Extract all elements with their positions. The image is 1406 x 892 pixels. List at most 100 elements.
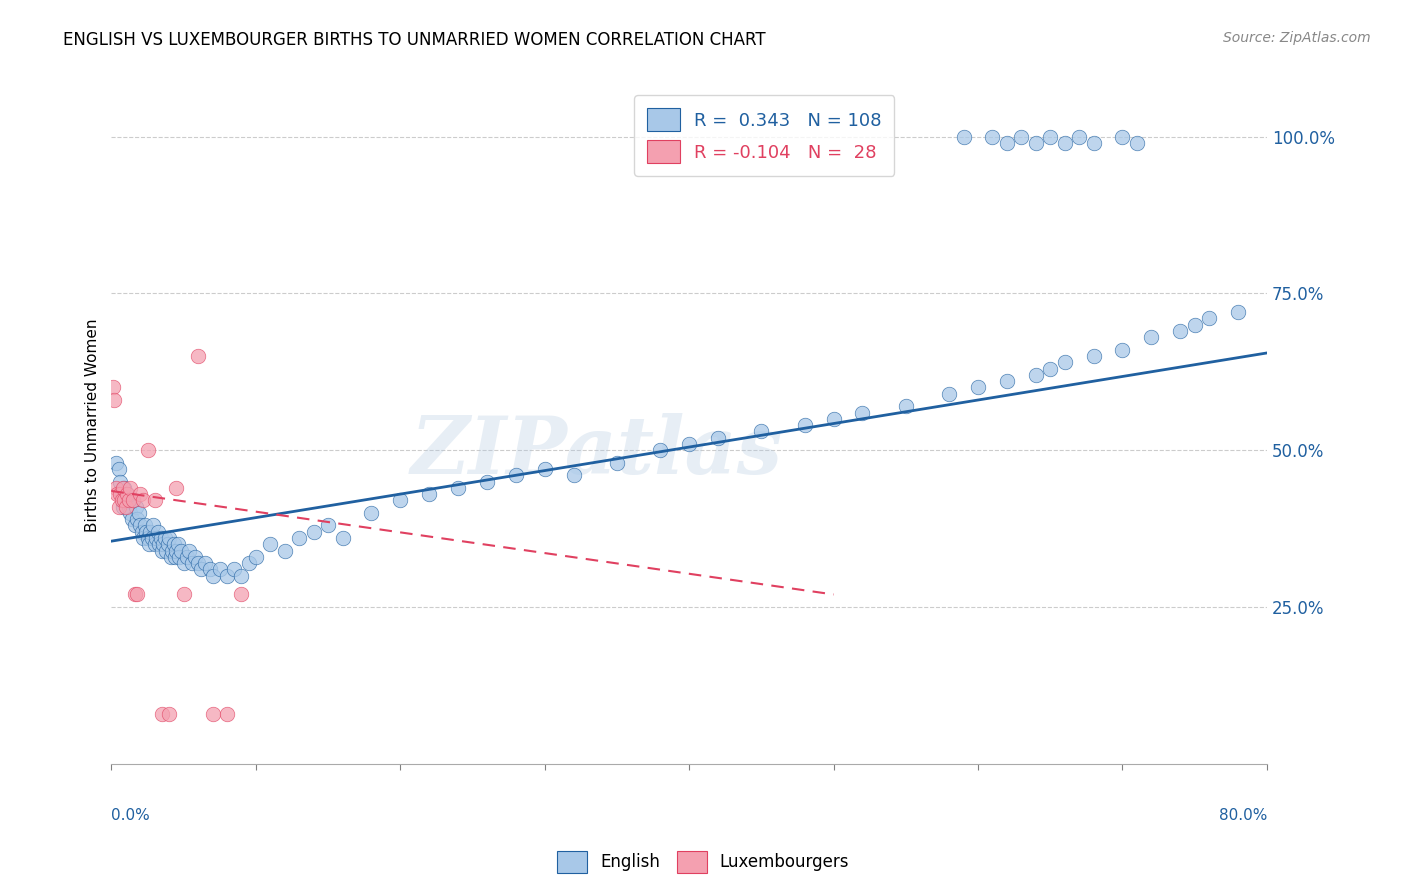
Point [132,531,155,545]
Point [823,412,845,426]
Point [108,475,131,489]
Text: ZIPatlas: ZIPatlas [411,414,783,491]
Point [117,487,139,501]
Text: Source: ZipAtlas.com: Source: ZipAtlas.com [1223,31,1371,45]
Point [157,531,180,545]
Point [302,524,325,539]
Point [156,537,179,551]
Point [1053,355,1076,369]
Point [201,568,224,582]
Point [148,537,170,551]
Point [1039,129,1062,144]
Point [952,129,974,144]
Point [173,556,195,570]
Point [134,518,156,533]
Point [995,136,1018,150]
Text: 80.0%: 80.0% [1219,808,1267,823]
Point [120,506,142,520]
Point [215,706,238,721]
Point [187,556,209,570]
Point [179,543,201,558]
Point [120,481,142,495]
Point [159,549,181,564]
Point [173,587,195,601]
Point [138,537,160,551]
Point [274,543,297,558]
Point [707,431,730,445]
Point [142,518,165,533]
Point [231,568,253,582]
Point [122,493,145,508]
Point [894,399,917,413]
Point [187,349,209,363]
Point [1039,361,1062,376]
Point [111,481,134,495]
Point [995,374,1018,388]
Point [136,443,159,458]
Point [143,537,166,551]
Point [1083,136,1105,150]
Point [238,556,260,570]
Point [112,481,135,495]
Point [678,437,700,451]
Point [155,543,177,558]
Point [1111,129,1133,144]
Point [418,487,440,501]
Point [967,380,990,394]
Point [107,500,129,514]
Point [184,549,207,564]
Point [224,562,246,576]
Point [1025,368,1047,382]
Point [131,524,153,539]
Point [650,443,672,458]
Point [124,587,146,601]
Point [288,531,311,545]
Point [101,380,124,394]
Point [533,462,555,476]
Point [231,587,253,601]
Point [198,562,221,576]
Point [1168,324,1191,338]
Point [118,493,141,508]
Point [157,706,180,721]
Point [1069,129,1091,144]
Point [136,531,159,545]
Point [360,506,382,520]
Point [1126,136,1149,150]
Point [108,487,131,501]
Point [152,537,174,551]
Point [938,386,960,401]
Point [129,518,152,533]
Text: ENGLISH VS LUXEMBOURGER BIRTHS TO UNMARRIED WOMEN CORRELATION CHART: ENGLISH VS LUXEMBOURGER BIRTHS TO UNMARR… [63,31,766,49]
Point [165,543,187,558]
Point [128,506,150,520]
Y-axis label: Births to Unmarried Women: Births to Unmarried Women [86,318,100,532]
Point [117,487,139,501]
Point [208,562,231,576]
Point [332,531,354,545]
Point [141,531,163,545]
Legend: English, Luxembourgers: English, Luxembourgers [550,845,856,880]
Point [127,587,149,601]
Point [1111,343,1133,357]
Point [201,706,224,721]
Point [1198,311,1220,326]
Point [160,543,183,558]
Legend: R =  0.343   N = 108, R = -0.104   N =  28: R = 0.343 N = 108, R = -0.104 N = 28 [634,95,894,176]
Point [447,481,470,495]
Point [562,468,585,483]
Point [103,392,125,407]
Point [981,129,1004,144]
Point [316,518,339,533]
Point [475,475,498,489]
Point [793,418,815,433]
Point [1053,136,1076,150]
Point [751,425,773,439]
Point [105,487,128,501]
Point [122,493,145,508]
Point [169,549,191,564]
Point [163,549,186,564]
Point [215,568,238,582]
Point [176,549,198,564]
Point [150,706,173,721]
